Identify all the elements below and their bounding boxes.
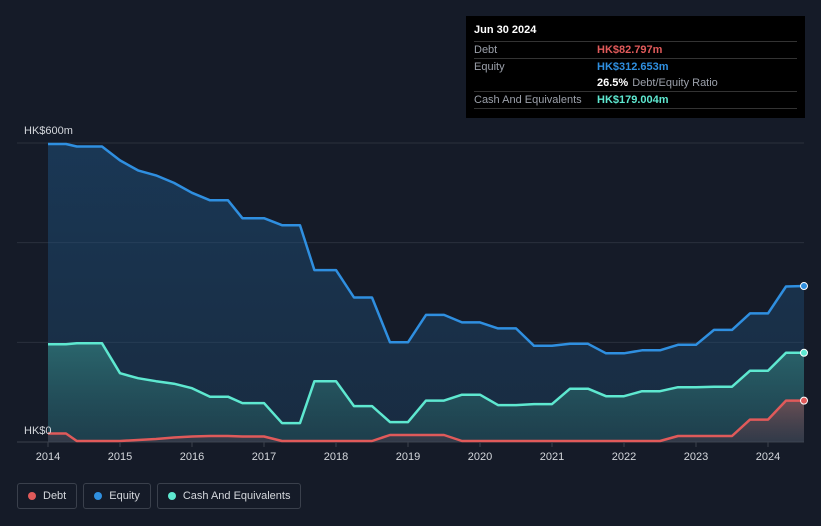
tooltip-debt-row: Debt HK$82.797m xyxy=(474,42,797,59)
tooltip-debt-label: Debt xyxy=(474,44,498,56)
tooltip-cash-label: Cash And Equivalents xyxy=(474,94,582,106)
x-tick-label: 2022 xyxy=(612,451,636,463)
cash-dot-icon xyxy=(167,492,176,500)
tooltip-equity-label: Equity xyxy=(474,61,505,73)
debt-end-marker xyxy=(800,396,808,405)
legend-item-debt[interactable]: Debt xyxy=(17,483,78,509)
legend-label-debt: Debt xyxy=(43,490,67,502)
y-tick-label-bottom: HK$0 xyxy=(24,425,52,437)
chart-end-markers xyxy=(800,282,808,405)
x-tick-label: 2024 xyxy=(756,451,780,463)
legend-label-equity: Equity xyxy=(109,490,140,502)
chart-areas xyxy=(48,144,804,442)
x-axis-labels: 2014 2015 2016 2017 2018 2019 2020 2021 2022 2023… xyxy=(36,442,780,463)
legend-item-equity[interactable]: Equity xyxy=(83,483,151,509)
equity-dot-icon xyxy=(94,492,103,500)
legend-label-cash: Cash And Equivalents xyxy=(182,490,291,502)
debt-dot-icon xyxy=(28,492,36,500)
tooltip-cash-value: HK$179.004m xyxy=(597,94,669,106)
chart-lines xyxy=(48,142,805,443)
tooltip-date: Jun 30 2024 xyxy=(474,23,797,42)
equity-line xyxy=(48,142,805,355)
tooltip-cash-row: Cash And Equivalents HK$179.004m xyxy=(474,92,797,109)
data-tooltip: Jun 30 2024 Debt HK$82.797m Equity HK$31… xyxy=(466,16,805,118)
x-tick-label: 2018 xyxy=(324,451,348,463)
cash-end-marker xyxy=(800,348,808,357)
tooltip-ratio-row: 26.5% Debt/Equity Ratio xyxy=(474,75,797,92)
x-tick-label: 2015 xyxy=(108,451,132,463)
x-tick-label: 2016 xyxy=(180,451,204,463)
tooltip-ratio-label: Debt/Equity Ratio xyxy=(632,77,718,89)
tooltip-debt-value: HK$82.797m xyxy=(597,44,663,56)
chart-legend: Debt Equity Cash And Equivalents xyxy=(17,483,302,509)
tooltip-equity-value: HK$312.653m xyxy=(597,61,669,73)
x-tick-label: 2023 xyxy=(684,451,708,463)
x-tick-label: 2017 xyxy=(252,451,276,463)
y-axis-labels: HK$600m HK$0 xyxy=(24,125,73,437)
cash-area xyxy=(48,343,804,442)
debt-area xyxy=(48,400,804,442)
debt-line xyxy=(48,399,804,443)
tooltip-equity-row: Equity HK$312.653m xyxy=(474,59,797,75)
x-tick-label: 2021 xyxy=(540,451,564,463)
x-tick-label: 2020 xyxy=(468,451,492,463)
equity-area xyxy=(48,144,804,442)
x-tick-label: 2014 xyxy=(36,451,60,463)
cash-line xyxy=(48,342,804,425)
equity-end-marker xyxy=(800,282,808,291)
legend-item-cash[interactable]: Cash And Equivalents xyxy=(156,483,302,509)
y-tick-label-top: HK$600m xyxy=(24,125,73,137)
x-tick-label: 2019 xyxy=(396,451,420,463)
tooltip-ratio-value: 26.5% xyxy=(597,77,629,89)
